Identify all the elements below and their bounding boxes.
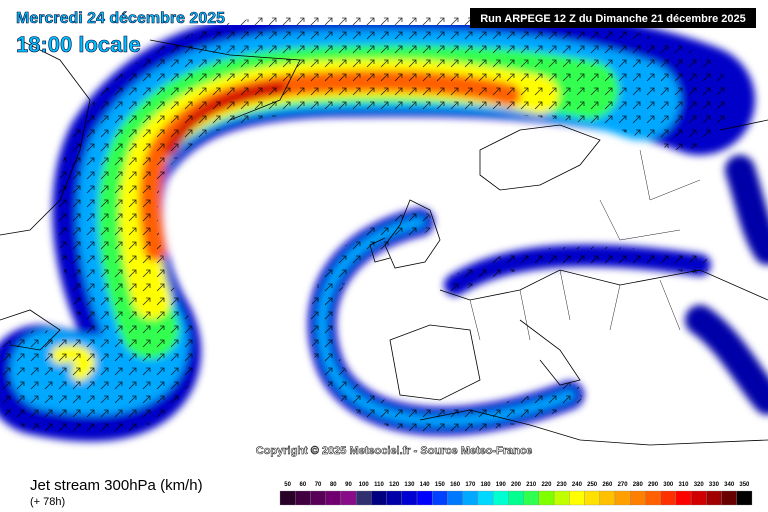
legend-label: 340 [724, 482, 735, 488]
legend-swatch [386, 490, 402, 506]
footer-lead: (+ 78h) [30, 496, 65, 508]
legend-label: 280 [633, 482, 644, 488]
legend-swatch [477, 490, 494, 506]
legend-swatch [736, 490, 753, 506]
legend-swatch [675, 490, 692, 506]
legend-label: 160 [450, 482, 461, 488]
run-box [470, 8, 756, 28]
legend-label: 290 [648, 482, 659, 488]
legend-swatch [538, 490, 555, 506]
legend-swatch [645, 490, 661, 506]
legend-swatch [599, 490, 616, 506]
legend-label: 120 [389, 482, 400, 488]
legend-label: 230 [557, 482, 568, 488]
legend-label: 190 [496, 482, 507, 488]
copyright: Copyright © 2025 Meteociel.fr - Source M… [256, 445, 532, 457]
legend-swatch [660, 490, 677, 506]
legend-label: 300 [663, 482, 674, 488]
legend-swatch [295, 490, 311, 506]
legend-swatch [553, 490, 570, 506]
coastlines [0, 39, 768, 446]
legend-label: 200 [511, 482, 522, 488]
date-label: Mercredi 24 décembre 2025 [16, 10, 225, 27]
color-legend: 50 60 70 80 90 100 110 120 130 140 150 160 170 180 190… [279, 482, 753, 506]
legend-swatch [325, 490, 342, 506]
footer-title: Jet stream 300hPa (km/h) [30, 477, 203, 494]
legend-label: 210 [526, 482, 537, 488]
legend-label: 150 [435, 482, 446, 488]
legend-swatch [355, 490, 372, 506]
legend-label: 240 [572, 482, 583, 488]
legend-swatch [340, 490, 357, 506]
legend-swatch [493, 490, 509, 506]
legend-label: 180 [481, 482, 492, 488]
legend-label: 80 [330, 482, 337, 488]
legend-label: 250 [587, 482, 598, 488]
legend-swatch [706, 490, 722, 506]
legend-swatch [614, 490, 631, 506]
legend-swatch [371, 490, 387, 506]
legend-swatch [462, 490, 479, 506]
legend-label: 170 [465, 482, 476, 488]
legend-label: 260 [602, 482, 613, 488]
legend-label: 50 [284, 482, 291, 488]
legend-label: 60 [299, 482, 306, 488]
legend-label: 110 [374, 482, 384, 488]
wind-arrows [0, 11, 730, 437]
legend-swatch [721, 490, 737, 506]
legend-swatch [310, 490, 326, 506]
legend-label: 100 [359, 482, 370, 488]
run-label: Run ARPEGE 12 Z du Dimanche 21 décembre … [480, 13, 746, 25]
legend-label: 130 [404, 482, 415, 488]
legend-label: 140 [420, 482, 431, 488]
legend-label: 270 [618, 482, 629, 488]
legend-swatch [401, 490, 418, 506]
legend-label: 330 [709, 482, 720, 488]
legend-swatch [447, 490, 463, 506]
legend-swatch [432, 490, 448, 506]
legend-label: 310 [678, 482, 689, 488]
time-label: 18:00 locale [16, 32, 141, 57]
legend-swatch [279, 490, 296, 506]
legend-label: 220 [541, 482, 552, 488]
legend-swatch [569, 490, 585, 506]
legend-swatch [523, 490, 539, 506]
legend-swatch [584, 490, 600, 506]
legend-swatch [508, 490, 524, 506]
legend-swatch [690, 490, 707, 506]
legend-label: 90 [345, 482, 352, 488]
legend-swatch [630, 490, 646, 506]
legend-label: 350 [739, 482, 750, 488]
legend-label: 70 [315, 482, 322, 488]
legend-swatch [416, 490, 433, 506]
legend-label: 320 [694, 482, 705, 488]
